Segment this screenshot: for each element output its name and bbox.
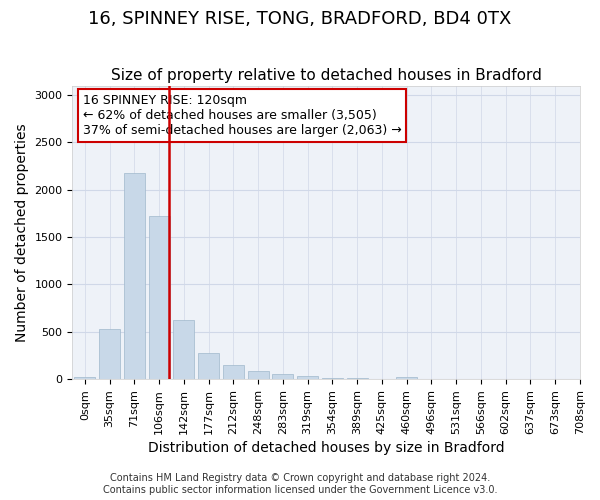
Bar [74, 377, 95, 379]
Title: Size of property relative to detached houses in Bradford: Size of property relative to detached ho… [111, 68, 542, 83]
Bar [297, 376, 318, 379]
Text: 16, SPINNEY RISE, TONG, BRADFORD, BD4 0TX: 16, SPINNEY RISE, TONG, BRADFORD, BD4 0T… [88, 10, 512, 28]
Bar [248, 371, 269, 379]
Bar [198, 353, 219, 379]
Bar [347, 378, 368, 379]
Bar [223, 365, 244, 379]
Bar [99, 330, 120, 379]
Text: Contains HM Land Registry data © Crown copyright and database right 2024.
Contai: Contains HM Land Registry data © Crown c… [103, 474, 497, 495]
Bar [124, 173, 145, 379]
Text: 16 SPINNEY RISE: 120sqm
← 62% of detached houses are smaller (3,505)
37% of semi: 16 SPINNEY RISE: 120sqm ← 62% of detache… [83, 94, 401, 138]
X-axis label: Distribution of detached houses by size in Bradford: Distribution of detached houses by size … [148, 441, 505, 455]
Bar [272, 374, 293, 379]
Bar [173, 320, 194, 379]
Y-axis label: Number of detached properties: Number of detached properties [15, 123, 29, 342]
Bar [396, 377, 417, 379]
Bar [149, 216, 170, 379]
Bar [322, 378, 343, 379]
